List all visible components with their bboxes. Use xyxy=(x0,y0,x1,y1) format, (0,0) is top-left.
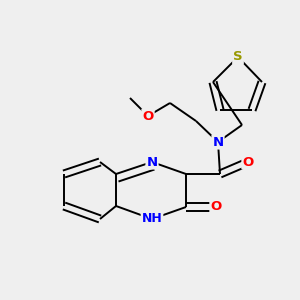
Text: O: O xyxy=(242,155,253,169)
Text: N: N xyxy=(146,155,158,169)
Text: N: N xyxy=(212,136,224,148)
Text: O: O xyxy=(142,110,154,122)
Text: S: S xyxy=(233,50,243,64)
Text: O: O xyxy=(210,200,222,214)
Text: NH: NH xyxy=(142,212,162,226)
